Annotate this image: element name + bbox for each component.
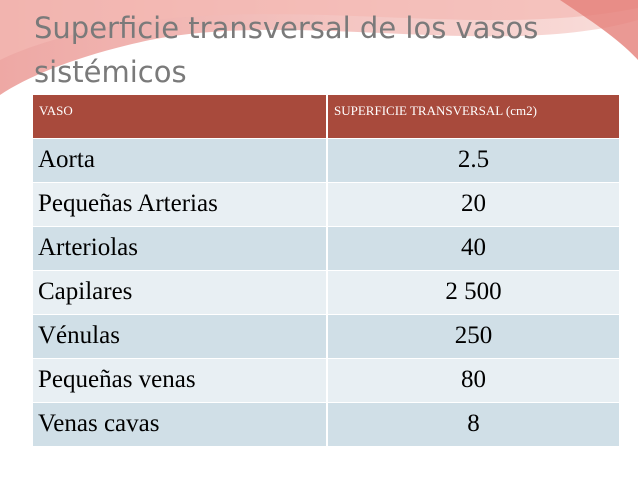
vessel-cell: Pequeñas venas <box>33 357 328 402</box>
area-cell: 2.5 <box>327 137 621 182</box>
area-cell: 20 <box>327 181 621 226</box>
area-cell: 2 500 <box>327 269 621 314</box>
table-row: Capilares 2 500 <box>33 269 621 314</box>
area-cell: 80 <box>327 357 621 402</box>
swoosh <box>0 0 638 60</box>
area-cell: 250 <box>327 313 621 358</box>
data-table: VASO SUPERFICIE TRANSVERSAL (cm2) Aorta 2… <box>33 95 621 446</box>
table-row: Vénulas 250 <box>33 313 621 358</box>
vessel-cell: Capilares <box>33 269 328 314</box>
vessel-cell: Aorta <box>33 137 328 182</box>
table-row: Pequeñas Arterias 20 <box>33 181 621 226</box>
corner <box>560 0 638 60</box>
table-row: Venas cavas 8 <box>33 401 621 446</box>
table-row: Arteriolas 40 <box>33 225 621 270</box>
title: Superficie transversal de los vasos sist… <box>34 11 539 89</box>
table-row: Pequeñas venas 80 <box>33 357 621 402</box>
vessel-cell: Venas cavas <box>33 401 328 446</box>
vessel-cell: Pequeñas Arterias <box>33 181 328 226</box>
header-row: VASO SUPERFICIE TRANSVERSAL (cm2) <box>33 95 621 138</box>
area-cell: 40 <box>327 225 621 270</box>
header-cell: SUPERFICIE TRANSVERSAL (cm2) <box>327 95 621 138</box>
vessel-cell: Vénulas <box>33 313 328 358</box>
header-cell: VASO <box>33 95 328 138</box>
area-cell: 8 <box>327 401 621 446</box>
swoosh <box>0 0 638 95</box>
table-body: Aorta 2.5 Pequeñas Arterias 20 Arteriolas 40 C… <box>33 137 621 446</box>
vessel-cell: Arteriolas <box>33 225 328 270</box>
table-row: Aorta 2.5 <box>33 137 621 182</box>
